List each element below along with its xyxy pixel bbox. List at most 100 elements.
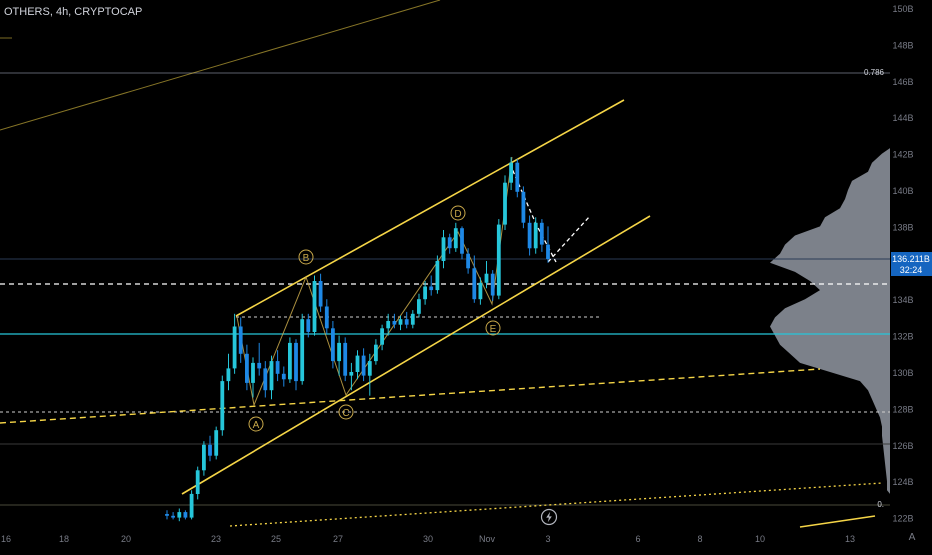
wave-label-text: E <box>490 324 497 335</box>
wave-label: A <box>248 416 264 432</box>
candle-body <box>429 286 434 291</box>
candle <box>331 321 335 369</box>
candle-body <box>484 273 489 283</box>
candle-body <box>441 237 446 261</box>
candle-body <box>374 344 378 362</box>
wave-labels: A B C D E <box>248 205 501 432</box>
time-tick-label: 8 <box>697 534 702 544</box>
candle-body <box>546 244 550 259</box>
candle-body <box>533 222 538 249</box>
candle-body <box>238 326 243 354</box>
candle <box>374 339 378 365</box>
candle-body <box>435 261 440 291</box>
candle <box>392 313 397 329</box>
time-tick-label: Nov <box>479 534 496 544</box>
candle-body <box>269 361 274 391</box>
wave-label-circle <box>450 205 466 221</box>
time-tick-label: 30 <box>423 534 433 544</box>
candle-body <box>539 222 544 245</box>
candle <box>460 226 464 260</box>
volume-profile <box>770 148 890 494</box>
candle <box>527 215 532 256</box>
candle-body <box>453 228 458 249</box>
auto-scale-button[interactable]: A <box>908 532 916 543</box>
price-tick-label: 124B <box>892 477 913 487</box>
candle-body <box>257 362 262 369</box>
wave-label-text: A <box>253 420 260 431</box>
candle <box>367 353 372 396</box>
candle <box>515 159 520 198</box>
time-tick-label: 23 <box>211 534 221 544</box>
wave-label-circle <box>485 320 501 336</box>
candle <box>472 255 477 303</box>
candle <box>312 275 317 336</box>
candle <box>453 222 458 252</box>
candle <box>281 366 286 387</box>
symbol-title[interactable]: OTHERS, 4h, CRYPTOCAP <box>4 6 143 18</box>
candle <box>361 348 366 382</box>
price-tick-label: 130B <box>892 368 913 378</box>
candle <box>533 217 538 254</box>
candle-body <box>337 342 341 362</box>
candle-body <box>263 368 268 391</box>
candle-body <box>195 470 200 494</box>
price-tick-label: 122B <box>892 514 913 524</box>
current-price-tag-bg <box>891 252 932 276</box>
candle <box>398 315 403 331</box>
candle <box>300 313 305 385</box>
candle-body <box>226 368 231 382</box>
wave-label: D <box>450 205 466 221</box>
candle-body <box>515 162 520 192</box>
candle-body <box>312 281 317 332</box>
time-tick-label: 20 <box>121 534 131 544</box>
candle-body <box>404 319 409 325</box>
candle-body <box>472 268 477 300</box>
candle-body <box>386 321 391 329</box>
candle <box>324 299 329 334</box>
fib-level-label: 0.786 <box>864 68 885 77</box>
candle <box>441 230 446 269</box>
wave-label: C <box>338 404 354 420</box>
candle <box>521 186 526 229</box>
wave-path <box>236 156 513 407</box>
time-tick-label: 10 <box>755 534 765 544</box>
wave-label: E <box>485 320 501 336</box>
candle <box>251 357 255 398</box>
candle <box>386 313 391 336</box>
wave-label-circle <box>298 249 314 265</box>
candle <box>380 324 384 351</box>
price-tick-label: 142B <box>892 150 913 160</box>
candle-body <box>275 361 280 374</box>
lightning-icon[interactable] <box>540 508 558 526</box>
candle-body <box>392 321 397 325</box>
candle <box>484 261 489 289</box>
candle-body <box>294 342 298 382</box>
candles <box>165 157 550 522</box>
candle-body <box>343 342 348 376</box>
wave-label-text: C <box>342 408 349 419</box>
candle <box>306 313 311 338</box>
wave-label: B <box>298 249 314 265</box>
price-tick-label: 144B <box>892 113 913 123</box>
fib-level-label-bottom: 0. <box>877 500 884 509</box>
candle <box>220 375 225 436</box>
time-tick-label: 25 <box>271 534 281 544</box>
candle <box>337 335 341 376</box>
current-price-value: 136.211B <box>892 254 930 264</box>
candle-body <box>380 328 384 345</box>
time-tick-label: 13 <box>845 534 855 544</box>
candle <box>539 219 544 252</box>
candle-body <box>171 515 175 518</box>
candle <box>171 512 175 520</box>
candle <box>288 337 292 383</box>
candle <box>410 310 415 329</box>
price-tick-label: 146B <box>892 77 913 87</box>
candle <box>349 362 354 391</box>
candle-body <box>503 182 507 225</box>
wave-label-text: D <box>454 209 461 220</box>
candle <box>496 219 501 300</box>
candle-body <box>496 224 501 296</box>
